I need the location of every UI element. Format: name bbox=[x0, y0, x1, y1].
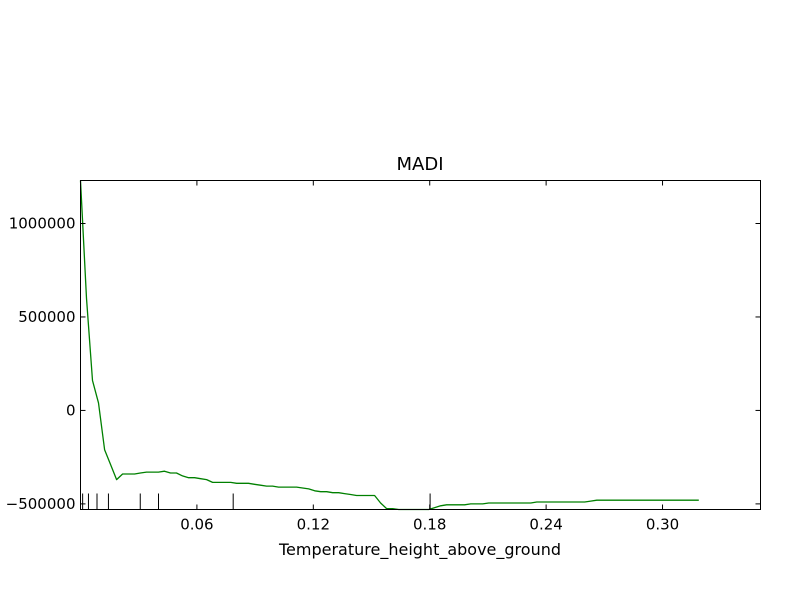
x-tick-label: 0.06 bbox=[180, 516, 213, 534]
y-tick-label: −500000 bbox=[6, 495, 76, 513]
axes-frame bbox=[80, 180, 761, 510]
x-tick-label: 0.24 bbox=[529, 516, 562, 534]
series-line-0 bbox=[79, 180, 699, 511]
x-tick-label: 0.12 bbox=[297, 516, 330, 534]
x-tick-label: 0.30 bbox=[646, 516, 679, 534]
chart-title: MADI bbox=[396, 154, 444, 175]
x-tick-label: 0.18 bbox=[413, 516, 446, 534]
y-tick-label: 0 bbox=[66, 401, 76, 419]
x-axis-label: Temperature_height_above_ground bbox=[278, 540, 562, 559]
y-tick-label: 500000 bbox=[18, 308, 75, 326]
y-tick-label: 1000000 bbox=[9, 214, 76, 232]
